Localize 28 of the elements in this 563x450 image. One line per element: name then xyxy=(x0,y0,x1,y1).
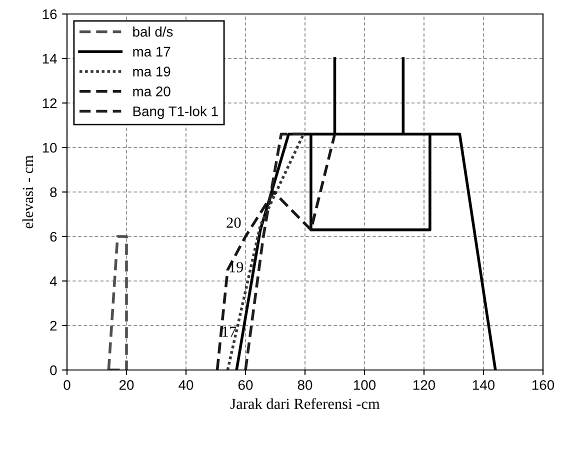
x-tick-label: 100 xyxy=(354,380,376,390)
annotation: 17 xyxy=(222,326,236,337)
annotation: 20 xyxy=(226,218,241,228)
x-tick-label: 0 xyxy=(64,380,70,390)
legend-label: ma 20 xyxy=(133,86,170,96)
y-tick-label: 12 xyxy=(42,98,57,108)
x-axis-title: Jarak dari Referensi -cm xyxy=(230,398,380,409)
y-tick-label: 6 xyxy=(50,232,57,242)
annotation: 19 xyxy=(230,262,244,272)
y-tick-label: 0 xyxy=(50,365,57,376)
legend-label: ma 19 xyxy=(133,66,170,76)
x-tick-label: 80 xyxy=(298,380,312,390)
x-tick-label: 160 xyxy=(532,380,554,390)
y-tick-label: 2 xyxy=(50,320,57,331)
y-tick-label: 4 xyxy=(50,276,57,286)
y-axis-title: elevasi - cm xyxy=(22,155,34,228)
y-tick-label: 14 xyxy=(42,54,57,64)
x-tick-label: 140 xyxy=(472,380,495,390)
x-tick-label: 40 xyxy=(178,380,194,390)
legend-label: ma 17 xyxy=(133,46,170,57)
x-tick-label: 120 xyxy=(413,380,436,390)
y-tick-label: 8 xyxy=(50,187,57,198)
y-tick-label: 16 xyxy=(42,9,57,20)
legend-label: bal d/s xyxy=(133,26,173,37)
y-tick-label: 10 xyxy=(42,142,57,153)
x-tick-label: 20 xyxy=(119,380,134,390)
x-tick-label: 60 xyxy=(238,380,253,390)
legend-label: Bang T1-lok 1 xyxy=(133,106,218,120)
